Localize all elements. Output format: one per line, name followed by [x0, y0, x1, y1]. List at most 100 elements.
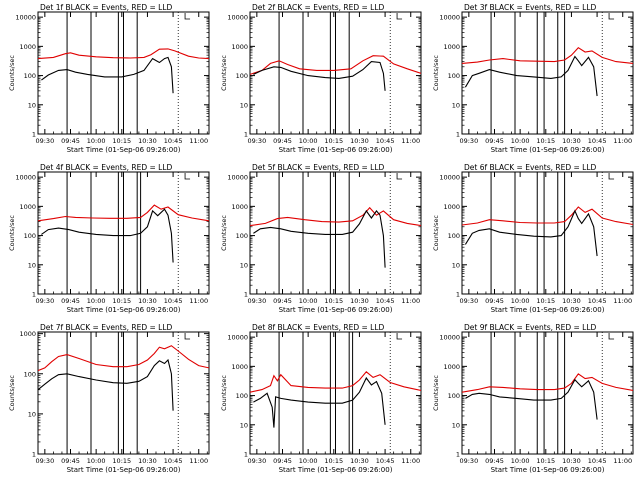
x-tick-label: 11:00 [401, 457, 420, 465]
x-tick-label: 10:45 [376, 297, 395, 305]
x-tick-label: 10:30 [562, 297, 581, 305]
events-black-series-line [464, 209, 598, 257]
events-black-series-line [253, 61, 386, 91]
lld-red-series-line [38, 345, 209, 372]
x-tick-label: 10:45 [164, 457, 183, 465]
x-tick-label: 09:30 [459, 297, 478, 305]
y-tick-label: 10 [28, 261, 36, 269]
panel-2: Det 2f BLACK = Events, RED = LLD 09:30 09:… [220, 3, 422, 154]
x-tick-label: 09:45 [485, 297, 504, 305]
lld-red-series-line [462, 46, 633, 64]
y-tick-label: 10 [452, 261, 460, 269]
x-axis-label: Start Time (01-Sep-06 09:26:00) [67, 306, 181, 314]
corner-bracket-marker [184, 333, 191, 340]
y-tick-label: 100 [236, 392, 248, 400]
x-tick-label: 10:30 [350, 137, 369, 145]
x-tick-label: 10:30 [138, 137, 157, 145]
y-tick-label: 1 [32, 131, 36, 139]
x-tick-label: 10:00 [299, 137, 318, 145]
corner-bracket-marker [608, 333, 615, 340]
y-tick-label: 100 [448, 72, 460, 80]
y-axis-label: Counts/sec [432, 215, 440, 251]
y-axis-label: Counts/sec [8, 375, 16, 411]
x-tick-label: 10:15 [536, 457, 555, 465]
x-axis-label: Start Time (01-Sep-06 09:26:00) [67, 466, 181, 474]
x-axis-label: Start Time (01-Sep-06 09:26:00) [491, 466, 605, 474]
x-tick-label: 09:45 [485, 457, 504, 465]
y-tick-label: 10 [240, 261, 248, 269]
panel-title: Det 7f BLACK = Events, RED = LLD [40, 323, 173, 332]
events-black-series-line [253, 209, 386, 268]
x-tick-label: 11:00 [613, 297, 632, 305]
x-tick-label: 10:15 [112, 297, 131, 305]
y-axis-label: Counts/sec [8, 55, 16, 91]
lld-red-series-line [250, 206, 421, 227]
lld-red-series-line [462, 373, 633, 393]
x-tick-label: 09:45 [273, 297, 292, 305]
panel-title: Det 8f BLACK = Events, RED = LLD [252, 323, 385, 332]
x-tick-label: 10:00 [299, 457, 318, 465]
y-axis-label: Counts/sec [432, 375, 440, 411]
x-tick-label: 10:00 [511, 457, 530, 465]
x-tick-label: 10:30 [350, 457, 369, 465]
events-black-series-line [41, 56, 174, 94]
panel-6: Det 6f BLACK = Events, RED = LLD 09:30 09:… [432, 163, 634, 314]
y-tick-label: 1000 [231, 363, 248, 371]
panel-8: Det 8f BLACK = Events, RED = LLD 09:30 09:… [220, 323, 422, 474]
panel-title: Det 9f BLACK = Events, RED = LLD [464, 323, 597, 332]
corner-bracket-marker [608, 173, 615, 180]
panel-1: Det 1f BLACK = Events, RED = LLD 09:30 09:… [8, 3, 210, 154]
x-tick-label: 11:00 [401, 297, 420, 305]
x-tick-label: 10:45 [588, 297, 607, 305]
x-tick-label: 10:15 [324, 457, 343, 465]
y-tick-label: 10000 [227, 174, 248, 182]
x-tick-label: 10:15 [324, 297, 343, 305]
x-tick-label: 10:15 [536, 137, 555, 145]
x-tick-label: 11:00 [613, 457, 632, 465]
panel-title: Det 2f BLACK = Events, RED = LLD [252, 3, 385, 12]
x-tick-label: 10:30 [138, 297, 157, 305]
lld-red-series-line [38, 48, 209, 60]
x-tick-label: 10:15 [112, 137, 131, 145]
events-black-series-line [465, 378, 598, 420]
y-tick-label: 1 [244, 131, 248, 139]
y-tick-label: 10000 [439, 174, 460, 182]
y-tick-label: 100 [448, 392, 460, 400]
x-axis-label: Start Time (01-Sep-06 09:26:00) [279, 146, 393, 154]
y-tick-label: 10 [452, 101, 460, 109]
y-tick-label: 10 [28, 101, 36, 109]
x-axis-label: Start Time (01-Sep-06 09:26:00) [279, 466, 393, 474]
x-tick-label: 09:30 [35, 297, 54, 305]
y-tick-label: 100 [236, 232, 248, 240]
x-tick-label: 10:15 [112, 457, 131, 465]
plot-frame [461, 331, 634, 455]
y-tick-label: 10000 [15, 14, 36, 22]
y-tick-label: 1000 [443, 203, 460, 211]
x-tick-label: 10:30 [350, 297, 369, 305]
corner-bracket-marker [396, 333, 403, 340]
y-tick-label: 1000 [19, 203, 36, 211]
y-axis-label: Counts/sec [220, 375, 228, 411]
lld-red-series-line [250, 371, 421, 393]
lld-red-series-line [250, 55, 421, 75]
x-tick-label: 11:00 [401, 137, 420, 145]
y-tick-label: 100 [24, 370, 36, 378]
x-tick-label: 09:30 [35, 137, 54, 145]
x-tick-label: 10:30 [562, 137, 581, 145]
x-tick-label: 09:30 [247, 297, 266, 305]
x-tick-label: 09:45 [61, 457, 80, 465]
x-tick-label: 10:45 [164, 137, 183, 145]
corner-bracket-marker [396, 13, 403, 20]
panel-9: Det 9f BLACK = Events, RED = LLD 09:30 09:… [432, 323, 634, 474]
y-tick-label: 100 [24, 72, 36, 80]
y-tick-label: 1 [32, 451, 36, 459]
y-tick-label: 10 [452, 421, 460, 429]
y-tick-label: 10 [28, 410, 36, 418]
y-tick-label: 1 [456, 291, 460, 299]
x-tick-label: 10:00 [87, 297, 106, 305]
x-tick-label: 10:15 [536, 297, 555, 305]
x-tick-label: 10:45 [376, 457, 395, 465]
x-tick-label: 09:30 [247, 457, 266, 465]
x-tick-label: 10:30 [138, 457, 157, 465]
